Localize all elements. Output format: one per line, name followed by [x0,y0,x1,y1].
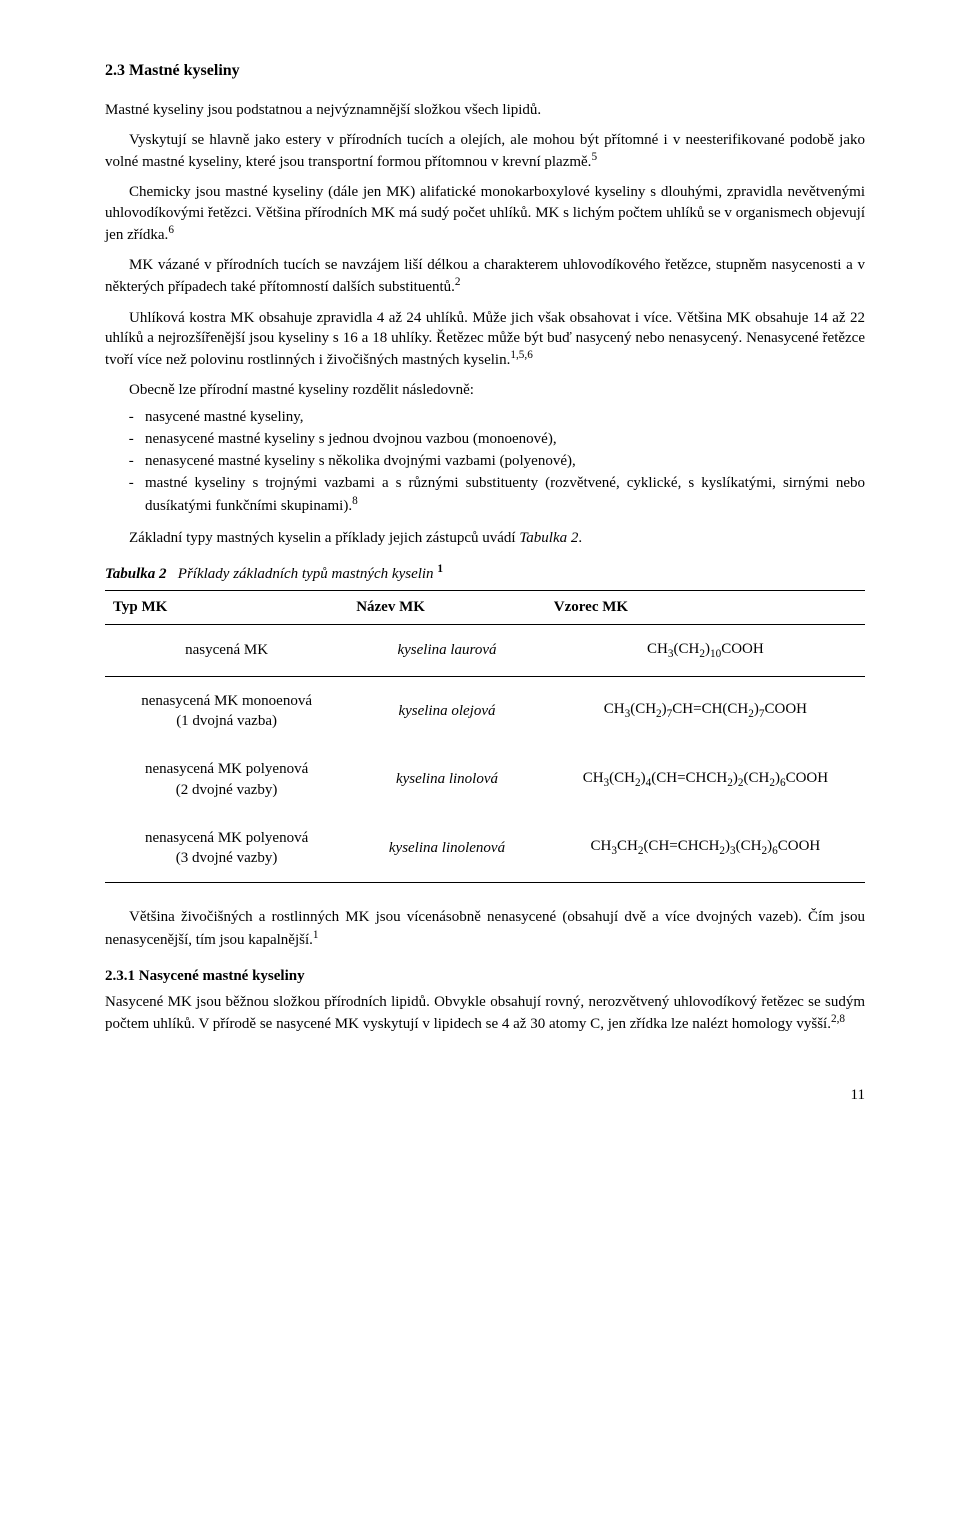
paragraph-intro: Mastné kyseliny jsou podstatnou a nejvýz… [105,100,865,120]
paragraph-body-4: Uhlíková kostra MK obsahuje zpravidla 4 … [105,308,865,371]
classification-list: nasycené mastné kyseliny, nenasycené mas… [105,407,865,516]
table-row: nenasycená MK monoenová(1 dvojná vazba) … [105,676,865,745]
page-number: 11 [105,1085,865,1105]
paragraph-body-3: MK vázané v přírodních tucích se navzáje… [105,255,865,298]
table-cell: CH3CH2(CH=CHCH2)3(CH2)6COOH [546,814,865,883]
table-cell: nenasycená MK monoenová(1 dvojná vazba) [105,676,348,745]
table-row: nenasycená MK polyenová(2 dvojné vazby) … [105,745,865,814]
table-cell: nenasycená MK polyenová(2 dvojné vazby) [105,745,348,814]
paragraph-body-1: Vyskytují se hlavně jako estery v přírod… [105,130,865,173]
table-cell: kyselina laurová [348,624,546,676]
table-cell: CH3(CH2)4(CH=CHCH2)2(CH2)6COOH [546,745,865,814]
table-cell: nasycená MK [105,624,348,676]
table-header: Název MK [348,591,546,624]
table-row: nenasycená MK polyenová(3 dvojné vazby) … [105,814,865,883]
table-cell: kyselina linolová [348,745,546,814]
table-caption: Tabulka 2 Příklady základních typů mastn… [105,562,865,584]
table-cell: CH3(CH2)10COOH [546,624,865,676]
table-cell: kyselina linolenová [348,814,546,883]
table-header: Vzorec MK [546,591,865,624]
section-heading: 2.3 Mastné kyseliny [105,60,865,82]
list-item: nenasycené mastné kyseliny s jednou dvoj… [145,429,865,449]
paragraph-body-2: Chemicky jsou mastné kyseliny (dále jen … [105,182,865,245]
paragraph-classify-intro: Obecně lze přírodní mastné kyseliny rozd… [105,380,865,400]
paragraph-types-sentence: Základní typy mastných kyselin a příklad… [105,528,865,548]
list-item: nasycené mastné kyseliny, [145,407,865,427]
paragraph-saturated: Nasycené MK jsou běžnou složkou přírodní… [105,992,865,1035]
table-cell: kyselina olejová [348,676,546,745]
paragraph-after-table: Většina živočišných a rostlinných MK jso… [105,907,865,950]
table-cell: CH3(CH2)7CH=CH(CH2)7COOH [546,676,865,745]
table-header: Typ MK [105,591,348,624]
table-cell: nenasycená MK polyenová(3 dvojné vazby) [105,814,348,883]
table-row: nasycená MK kyselina laurová CH3(CH2)10C… [105,624,865,676]
list-item: mastné kyseliny s trojnými vazbami a s r… [145,473,865,516]
subsection-heading: 2.3.1 Nasycené mastné kyseliny [105,966,865,986]
list-item: nenasycené mastné kyseliny s několika dv… [145,451,865,471]
fatty-acid-types-table: Typ MK Název MK Vzorec MK nasycená MK ky… [105,590,865,883]
